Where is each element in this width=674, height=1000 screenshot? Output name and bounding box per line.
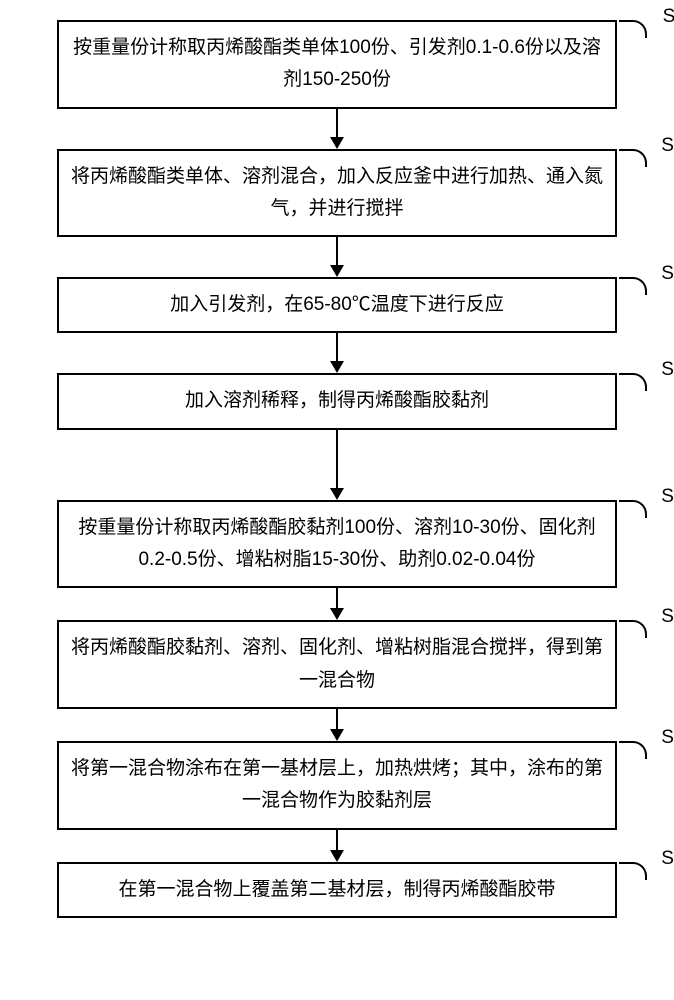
step-label: S12 (661, 135, 674, 157)
step-text: 加入溶剂稀释，制得丙烯酸酯胶黏剂 (71, 385, 603, 417)
step-label: S21 (661, 486, 674, 508)
step-text: 加入引发剂，在65-80℃温度下进行反应 (71, 289, 603, 321)
step-row: 将丙烯酸酯类单体、溶剂混合，加入反应釜中进行加热、通入氮气，并进行搅拌S12 (10, 149, 664, 238)
arrow-head-icon (330, 850, 344, 862)
arrow-down (330, 588, 344, 620)
step-box: 将丙烯酸酯胶黏剂、溶剂、固化剂、增粘树脂混合搅拌，得到第一混合物 (57, 620, 617, 709)
arrow-down (330, 430, 344, 500)
step-box: 按重量份计称取丙烯酸酯胶黏剂100份、溶剂10-30份、固化剂0.2-0.5份、… (57, 500, 617, 589)
arrow-shaft (336, 109, 338, 137)
step-box: 按重量份计称取丙烯酸酯类单体100份、引发剂0.1-0.6份以及溶剂150-25… (57, 20, 617, 109)
step-box: 在第一混合物上覆盖第二基材层，制得丙烯酸酯胶带 (57, 862, 617, 918)
arrow-shaft (336, 588, 338, 608)
step-label: S11 (663, 6, 674, 28)
arrow-shaft (336, 237, 338, 265)
step-label: S22 (661, 606, 674, 628)
arrow-down (330, 830, 344, 862)
step-box: 加入溶剂稀释，制得丙烯酸酯胶黏剂 (57, 373, 617, 429)
step-box: 加入引发剂，在65-80℃温度下进行反应 (57, 277, 617, 333)
arrow-shaft (336, 333, 338, 361)
arrow-head-icon (330, 265, 344, 277)
step-box: 将第一混合物涂布在第一基材层上，加热烘烤；其中，涂布的第一混合物作为胶黏剂层 (57, 741, 617, 830)
label-connector (619, 862, 647, 880)
arrow-down (330, 109, 344, 149)
step-text: 按重量份计称取丙烯酸酯胶黏剂100份、溶剂10-30份、固化剂0.2-0.5份、… (71, 512, 603, 577)
step-box-wrap: 在第一混合物上覆盖第二基材层，制得丙烯酸酯胶带S24 (57, 862, 617, 918)
step-text: 将丙烯酸酯胶黏剂、溶剂、固化剂、增粘树脂混合搅拌，得到第一混合物 (71, 632, 603, 697)
label-connector (619, 741, 647, 759)
label-connector (619, 373, 647, 391)
step-row: 按重量份计称取丙烯酸酯胶黏剂100份、溶剂10-30份、固化剂0.2-0.5份、… (10, 500, 664, 589)
step-row: 加入引发剂，在65-80℃温度下进行反应S13 (10, 277, 664, 333)
step-label: S24 (661, 848, 674, 870)
step-box-wrap: 加入溶剂稀释，制得丙烯酸酯胶黏剂S14 (57, 373, 617, 429)
step-text: 按重量份计称取丙烯酸酯类单体100份、引发剂0.1-0.6份以及溶剂150-25… (71, 32, 603, 97)
step-box-wrap: 将丙烯酸酯胶黏剂、溶剂、固化剂、增粘树脂混合搅拌，得到第一混合物S22 (57, 620, 617, 709)
step-box-wrap: 按重量份计称取丙烯酸酯胶黏剂100份、溶剂10-30份、固化剂0.2-0.5份、… (57, 500, 617, 589)
step-box-wrap: 按重量份计称取丙烯酸酯类单体100份、引发剂0.1-0.6份以及溶剂150-25… (57, 20, 617, 109)
step-box-wrap: 加入引发剂，在65-80℃温度下进行反应S13 (57, 277, 617, 333)
label-connector (619, 500, 647, 518)
step-box: 将丙烯酸酯类单体、溶剂混合，加入反应釜中进行加热、通入氮气，并进行搅拌 (57, 149, 617, 238)
step-text: 在第一混合物上覆盖第二基材层，制得丙烯酸酯胶带 (71, 874, 603, 906)
arrow-head-icon (330, 361, 344, 373)
arrow-shaft (336, 709, 338, 729)
step-label: S13 (661, 263, 674, 285)
step-text: 将第一混合物涂布在第一基材层上，加热烘烤；其中，涂布的第一混合物作为胶黏剂层 (71, 753, 603, 818)
arrow-head-icon (330, 608, 344, 620)
label-connector (619, 620, 647, 638)
arrow-head-icon (330, 488, 344, 500)
arrow-head-icon (330, 137, 344, 149)
label-connector (619, 20, 647, 38)
step-box-wrap: 将第一混合物涂布在第一基材层上，加热烘烤；其中，涂布的第一混合物作为胶黏剂层S2… (57, 741, 617, 830)
label-connector (619, 149, 647, 167)
step-row: 将丙烯酸酯胶黏剂、溶剂、固化剂、增粘树脂混合搅拌，得到第一混合物S22 (10, 620, 664, 709)
arrow-shaft (336, 830, 338, 850)
arrow-shaft (336, 430, 338, 488)
arrow-down (330, 709, 344, 741)
step-box-wrap: 将丙烯酸酯类单体、溶剂混合，加入反应釜中进行加热、通入氮气，并进行搅拌S12 (57, 149, 617, 238)
label-connector (619, 277, 647, 295)
arrow-down (330, 237, 344, 277)
step-label: S23 (661, 727, 674, 749)
flowchart-container: 按重量份计称取丙烯酸酯类单体100份、引发剂0.1-0.6份以及溶剂150-25… (10, 20, 664, 918)
step-row: 按重量份计称取丙烯酸酯类单体100份、引发剂0.1-0.6份以及溶剂150-25… (10, 20, 664, 109)
step-text: 将丙烯酸酯类单体、溶剂混合，加入反应釜中进行加热、通入氮气，并进行搅拌 (71, 161, 603, 226)
step-row: 加入溶剂稀释，制得丙烯酸酯胶黏剂S14 (10, 373, 664, 429)
arrow-down (330, 333, 344, 373)
step-label: S14 (661, 359, 674, 381)
step-row: 将第一混合物涂布在第一基材层上，加热烘烤；其中，涂布的第一混合物作为胶黏剂层S2… (10, 741, 664, 830)
arrow-head-icon (330, 729, 344, 741)
step-row: 在第一混合物上覆盖第二基材层，制得丙烯酸酯胶带S24 (10, 862, 664, 918)
